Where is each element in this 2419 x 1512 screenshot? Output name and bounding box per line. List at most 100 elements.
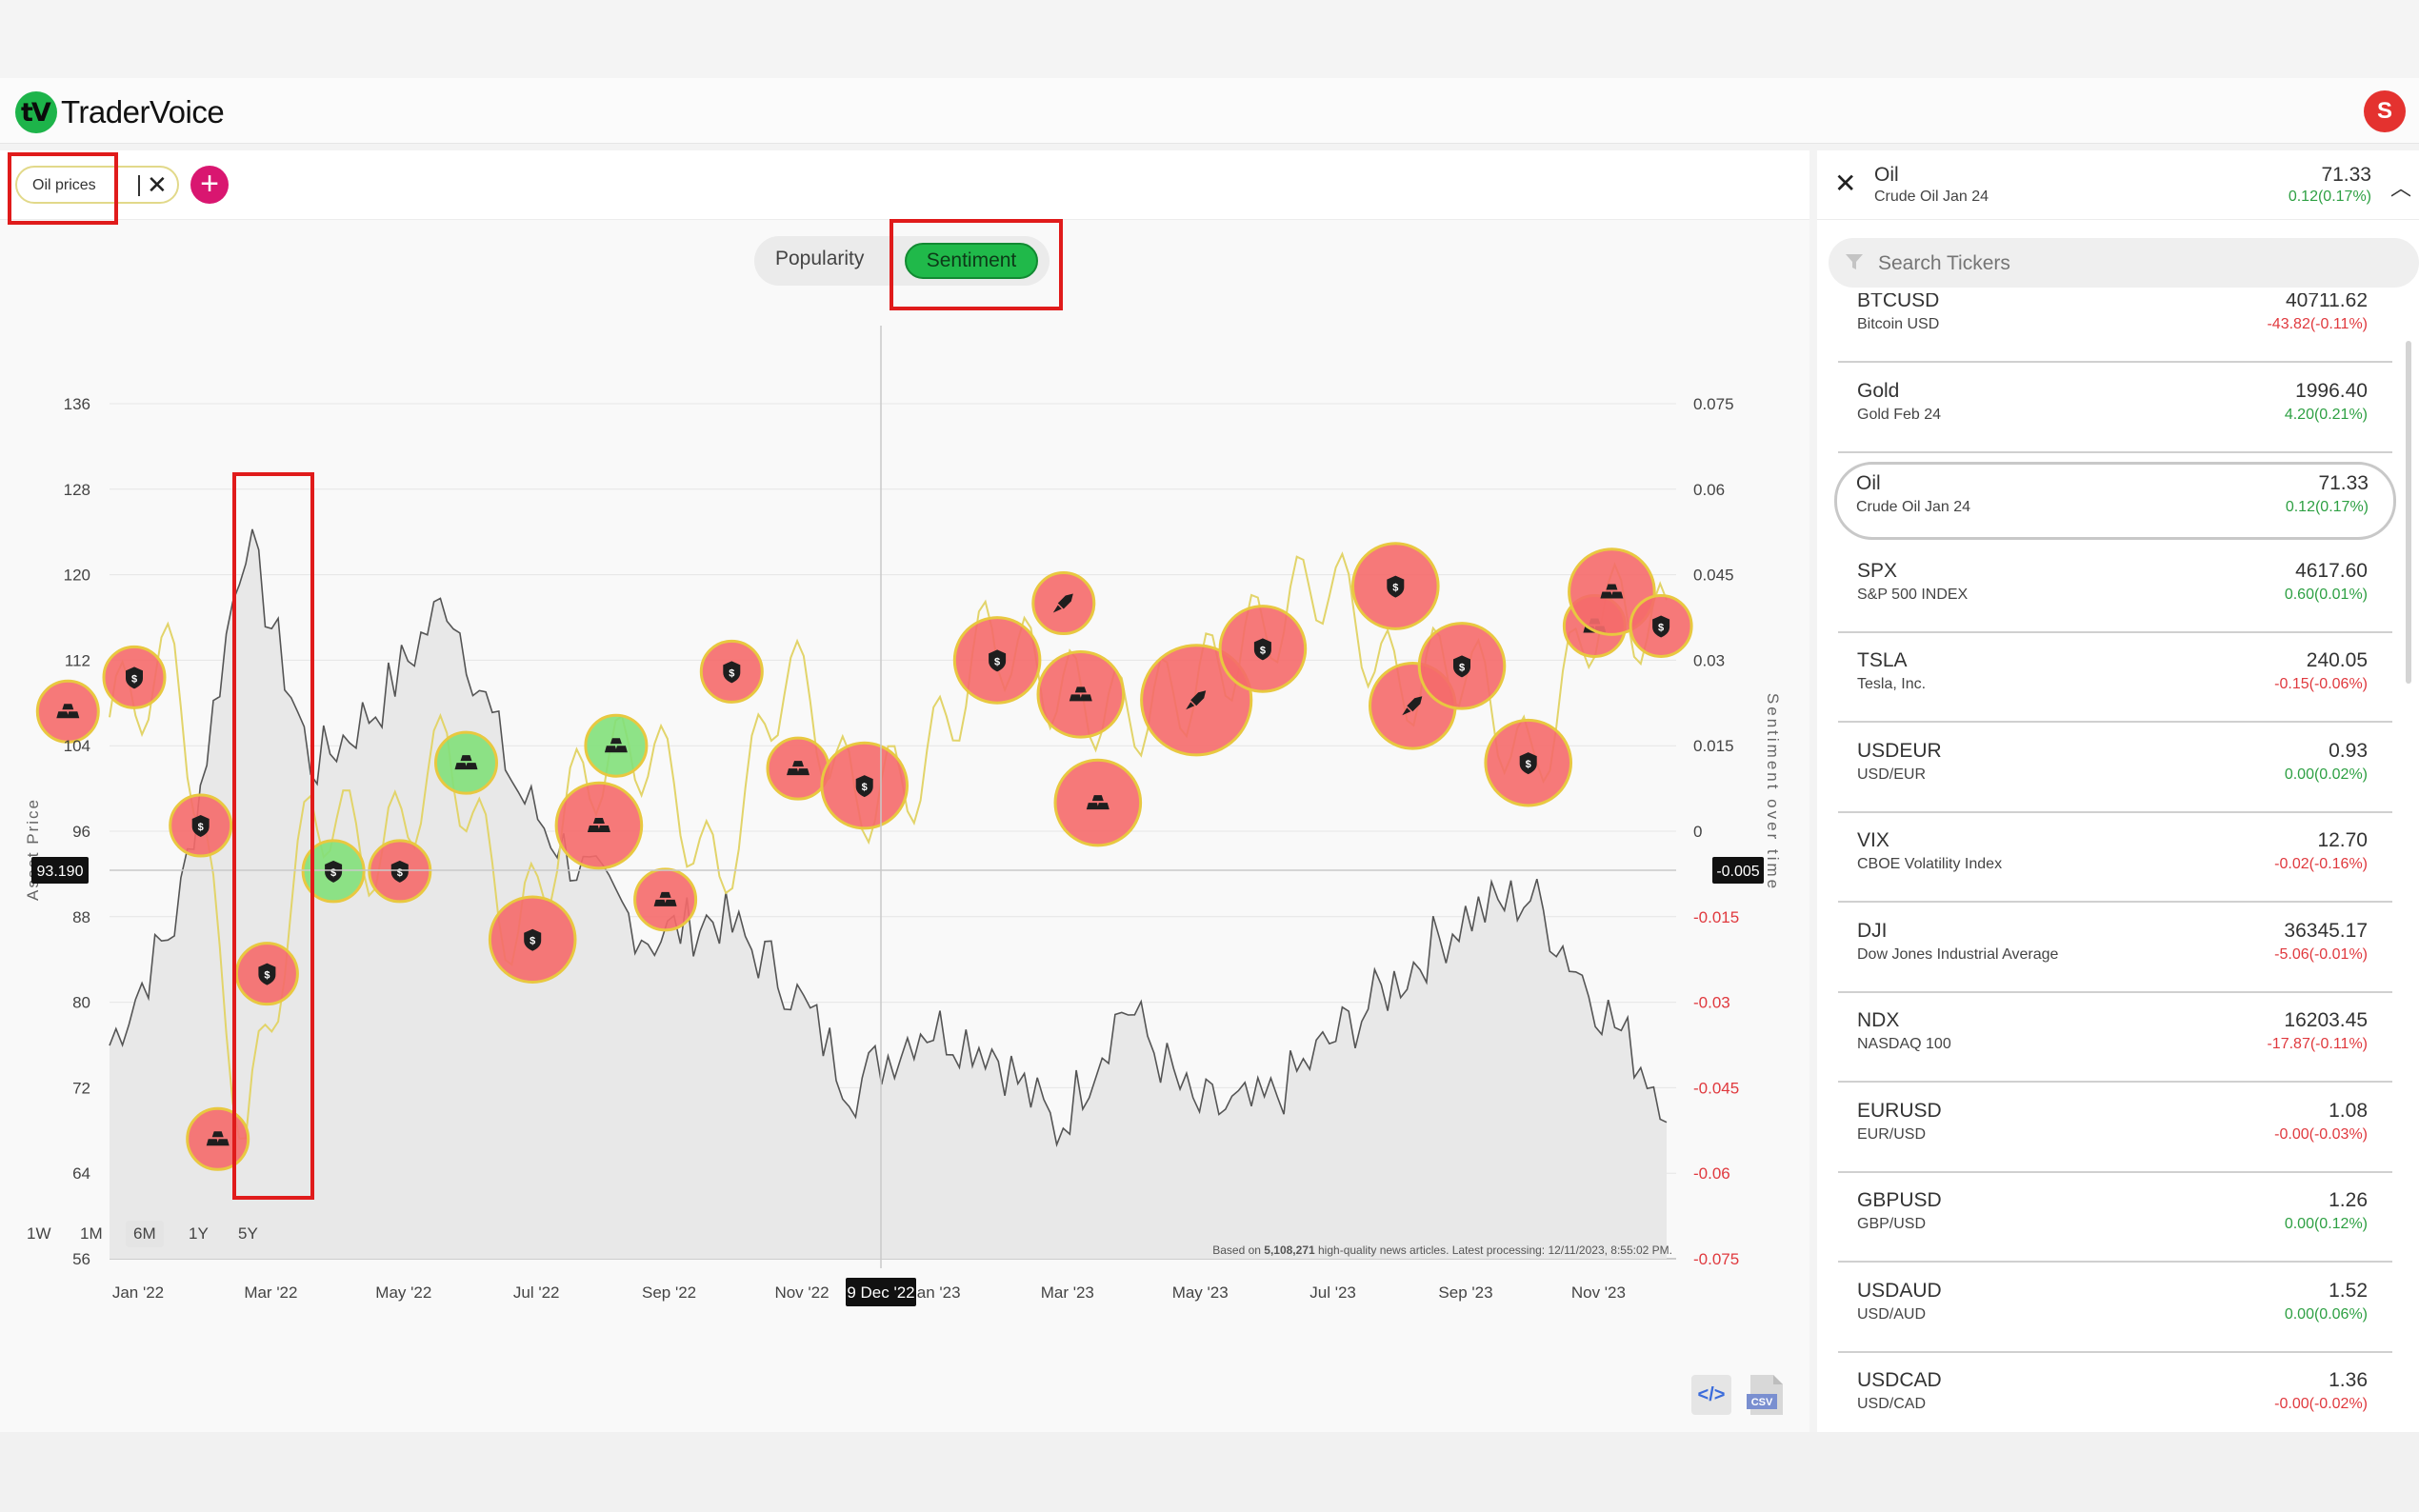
y-tick-left: 64 [72,1164,90,1183]
sentiment-bubble [766,736,830,801]
ticker-change: 0.00(0.02%) [2284,766,2368,783]
ticker-row-spx[interactable]: SPX S&P 500 INDEX 4617.60 0.60(0.01%) [1838,543,2392,633]
ticker-price: 40711.62 [2285,293,2368,311]
ticker-change: -5.06(-0.01%) [2274,945,2368,963]
crosshair-sentiment-text: -0.005 [1716,864,1759,880]
user-avatar[interactable]: S [2364,90,2406,132]
ticker-desc: EUR/USD [1857,1125,1927,1143]
range-6m[interactable]: 6M [126,1221,164,1247]
ticker-change: -0.15(-0.06%) [2274,676,2368,692]
y-tick-left: 56 [72,1250,90,1268]
search-input[interactable] [1876,238,2394,289]
ticker-change: -0.00(-0.03%) [2274,1125,2368,1143]
close-icon[interactable]: ✕ [1834,169,1857,198]
scrollbar[interactable] [2406,341,2411,684]
range-1y[interactable]: 1Y [189,1224,209,1243]
sentiment-bubble [434,730,498,795]
ticker-symbol: BTCUSD [1857,293,1940,311]
sentiment-tab[interactable]: Sentiment [905,243,1038,279]
sentiment-bubble [554,781,644,870]
sentiment-bubble [1053,758,1143,847]
ticker-symbol: Gold [1857,379,1900,402]
sentiment-bubble: $ [169,793,233,858]
ticker-price: 16203.45 [2284,1009,2368,1031]
close-icon[interactable]: ✕ [147,170,168,199]
chevron-up-icon[interactable]: ︿ [2389,176,2411,200]
sentiment-bubble: $ [234,942,299,1006]
ticker-search[interactable] [1829,238,2419,289]
ticker-price: 1.36 [2329,1369,2368,1391]
y-tick-right: 0.03 [1693,651,1725,669]
shield-dollar-icon [1253,638,1271,661]
ticker-row-gold[interactable]: Gold Gold Feb 24 1996.40 4.20(0.21%) [1838,363,2392,453]
chart-axes: 136 0.075 128 0.06 120 0.045 112 0.03 104 0.015 96… [24,395,1782,1302]
mode-toggle: Popularity Sentiment [754,236,1050,286]
rocket-icon [1186,690,1207,710]
ticker-desc: Bitcoin USD [1857,316,1940,332]
selected-ticker-header[interactable]: ✕ Oil Crude Oil Jan 24 71.33 0.12(0.17%)… [1817,150,2419,220]
shield-dollar-icon [390,860,409,883]
ticker-row-ndx[interactable]: NDX NASDAQ 100 16203.45 -17.87(-0.11%) [1838,992,2392,1083]
range-1w[interactable]: 1W [27,1224,51,1243]
ticker-row-gbpusd[interactable]: GBPUSD GBP/USD 1.26 0.00(0.12%) [1838,1172,2392,1263]
sentiment-bubble [1036,650,1126,739]
dollar-glyph: $ [994,656,1000,667]
selected-ticker-name: Oil [1874,164,1899,186]
shield-dollar-icon [1652,615,1670,638]
y-tick-right: 0.075 [1693,395,1734,413]
selected-ticker-desc: Crude Oil Jan 24 [1874,189,1989,205]
ticker-desc: USD/EUR [1857,766,1927,783]
selected-ticker-change: 0.12(0.17%) [2288,189,2371,205]
y-tick-left: 80 [72,994,90,1012]
dollar-glyph: $ [1526,759,1531,770]
shield-dollar-icon [1387,575,1405,598]
ticker-desc: Crude Oil Jan 24 [1856,499,1971,515]
query-chip[interactable]: Oil prices ✕ [15,166,179,204]
ticker-row-dji[interactable]: DJI Dow Jones Industrial Average 36345.17 -… [1838,903,2392,993]
ticker-row-eurusd[interactable]: EURUSD EUR/USD 1.08 -0.00(-0.03%) [1838,1083,2392,1173]
gold-bars-icon [56,704,80,719]
x-tick: Sep '23 [1438,1283,1492,1302]
sentiment-bubble: $ [699,639,764,704]
x-tick: Nov '23 [1571,1283,1626,1302]
add-query-button[interactable]: + [190,166,229,204]
embed-code-icon[interactable]: </> [1691,1375,1731,1415]
bubble-circle [186,1106,250,1171]
ticker-symbol: Oil [1856,472,1881,494]
sentiment-bubble [35,679,100,744]
shield-dollar-icon [723,661,741,684]
crosshair-date-label: 9 Dec '22 [846,1278,916,1306]
ticker-row-tsla[interactable]: TSLA Tesla, Inc. 240.05 -0.15(-0.06%) [1838,632,2392,723]
gold-bars-icon [587,818,610,833]
ticker-desc: USD/AUD [1857,1305,1927,1323]
ticker-row-btcusd[interactable]: BTCUSD Bitcoin USD 40711.62 -43.82(-0.11%) [1838,293,2392,363]
y-tick-left: 88 [72,908,90,926]
bubble-circle [766,736,830,801]
crosshair-price-text: 93.190 [37,864,84,880]
bubble-circle [35,679,100,744]
ticker-row-usdeur[interactable]: USDEUR USD/EUR 0.93 0.00(0.02%) [1838,723,2392,813]
ticker-row-oil[interactable]: Oil Crude Oil Jan 24 71.33 0.12(0.17%) [1834,462,2396,540]
range-1m[interactable]: 1M [80,1224,103,1243]
sentiment-bubble [1031,571,1096,636]
popularity-tab[interactable]: Popularity [775,248,865,269]
ticker-row-usdaud[interactable]: USDAUD USD/AUD 1.52 0.00(0.06%) [1838,1263,2392,1353]
bubble-circle [434,730,498,795]
x-tick: Jan '22 [112,1283,164,1302]
ticker-row-vix[interactable]: VIX CBOE Volatility Index 12.70 -0.02(-0.16… [1838,812,2392,903]
ticker-row-usdcad[interactable]: USDCAD USD/CAD 1.36 -0.00(-0.02%) [1838,1352,2392,1432]
ticker-price: 0.93 [2329,739,2368,762]
logo[interactable]: tV TraderVoice [15,91,225,133]
sentiment-bubble [1140,644,1253,757]
range-5y[interactable]: 5Y [238,1224,258,1243]
y-tick-left: 120 [64,567,90,585]
sentiment-chart[interactable]: $ $ $ $ $ $ $ $ $ $ $ $ $ $ 136 0.075 128 0.06 120 0.045 11… [0,316,1809,1316]
ticker-desc: NASDAQ 100 [1857,1036,1951,1052]
ticker-desc: CBOE Volatility Index [1857,856,2003,872]
dollar-glyph: $ [862,782,868,793]
sentiment-bubble [633,867,698,932]
sentiment-bubble: $ [1629,593,1693,658]
y-tick-left: 112 [65,651,90,669]
csv-export-icon[interactable]: CSV [1745,1373,1787,1417]
dollar-glyph: $ [729,667,734,679]
